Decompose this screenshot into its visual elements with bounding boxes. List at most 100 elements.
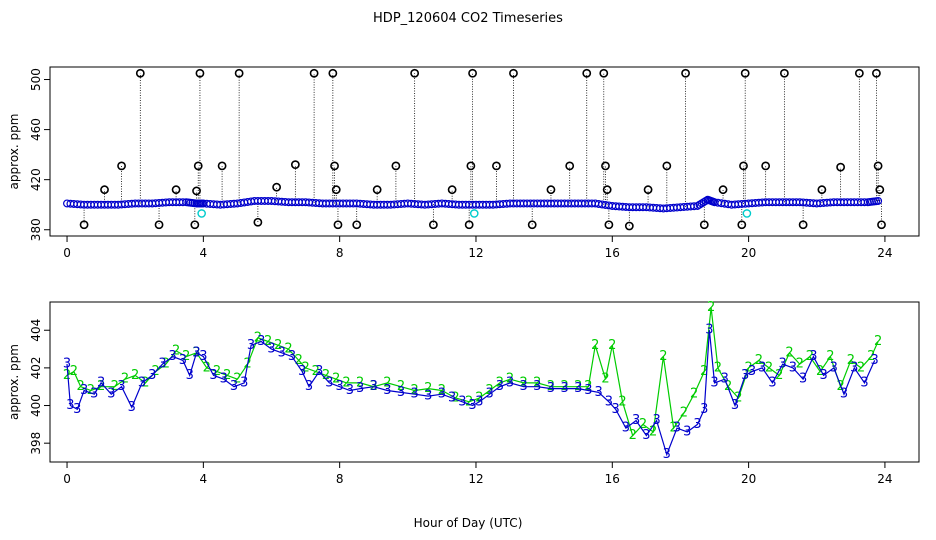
- series-point-2: 2: [301, 360, 309, 375]
- series-point-2: 2: [182, 349, 190, 364]
- spike-point: [718, 185, 728, 195]
- spike-point: [468, 68, 477, 78]
- series-point-3: 3: [257, 334, 265, 349]
- series-point-2: 2: [765, 360, 773, 375]
- x-tick-label: 20: [741, 472, 756, 486]
- series-point-3: 3: [336, 379, 344, 394]
- series-point-3: 3: [779, 357, 787, 372]
- series-point-3: 3: [584, 383, 592, 398]
- spike-point: [492, 161, 501, 171]
- x-tick-label: 16: [605, 246, 620, 260]
- series-point-3: 3: [840, 387, 848, 402]
- series-point-2: 2: [506, 372, 514, 387]
- series-point-2: 2: [223, 368, 231, 383]
- series-point-2: 2: [397, 379, 405, 394]
- spike-point: [330, 161, 339, 171]
- series-point-2: 2: [141, 375, 149, 390]
- spike-point: [662, 161, 672, 171]
- y-tick-label: 460: [29, 118, 43, 141]
- y-axis-label-0: approx. ppm: [7, 114, 21, 190]
- spike-point: [447, 185, 457, 195]
- series-point-3: 3: [605, 394, 613, 409]
- y-tick-label: 500: [29, 68, 43, 91]
- series-point-3: 3: [612, 402, 620, 417]
- x-tick-label: 8: [336, 472, 344, 486]
- series-point-3: 3: [346, 383, 354, 398]
- spike-point: [643, 185, 653, 195]
- series-point-3: 3: [741, 368, 749, 383]
- spike-point: [466, 161, 476, 171]
- spike-point: [546, 185, 556, 195]
- series-point-3: 3: [325, 375, 333, 390]
- cyan-point: [469, 209, 479, 218]
- spike-point: [195, 68, 205, 78]
- series-point-3: 3: [731, 398, 739, 413]
- baseline-point: [697, 199, 706, 208]
- series-point-2: 2: [284, 342, 292, 357]
- spike-point: [798, 220, 808, 230]
- y-tick-label: 402: [29, 356, 43, 379]
- spike-point: [328, 68, 338, 78]
- baseline-point: [690, 202, 699, 211]
- series-point-2: 2: [496, 375, 504, 390]
- series-point-3: 3: [186, 368, 194, 383]
- series-point-2: 2: [649, 424, 657, 439]
- spike-point: [624, 221, 634, 231]
- series-point-2: 2: [584, 379, 592, 394]
- series-point-2: 2: [520, 375, 528, 390]
- top-panel: 0 4 8 12 16 20 24 380 420 460 500 approx. ppm: [7, 66, 920, 260]
- series-point-2: 2: [475, 391, 483, 406]
- spike-point: [464, 220, 474, 230]
- series-point-3: 3: [468, 398, 476, 413]
- series-point-3: 3: [80, 383, 88, 398]
- series-point-3: 3: [871, 353, 879, 368]
- series-point-2: 2: [867, 349, 875, 364]
- series-point-3: 3: [622, 421, 630, 436]
- spike-point: [601, 161, 610, 171]
- series-point-2: 2: [274, 338, 282, 353]
- chart-title: HDP_120604 CO2 Timeseries: [373, 11, 563, 26]
- spike-point: [582, 68, 592, 78]
- series-point-3: 3: [298, 364, 306, 379]
- baseline-point: [693, 201, 702, 210]
- series-point-3: 3: [595, 385, 603, 400]
- series-point-2: 2: [465, 394, 473, 409]
- series-point-2: 2: [233, 372, 241, 387]
- series-point-3: 3: [240, 375, 248, 390]
- spike-point: [290, 160, 300, 170]
- series-point-3: 3: [560, 381, 568, 396]
- series-point-3: 3: [315, 364, 323, 379]
- spike-point: [193, 161, 203, 171]
- series-point-2: 2: [669, 421, 677, 436]
- series-point-2: 2: [857, 360, 865, 375]
- spike-point: [391, 161, 401, 171]
- series-point-3: 3: [128, 400, 136, 415]
- series-point-2: 2: [172, 343, 180, 358]
- series-point-2: 2: [533, 375, 541, 390]
- series-point-2: 2: [629, 428, 637, 443]
- series-point-3: 3: [73, 402, 81, 417]
- series-point-2: 2: [744, 360, 752, 375]
- baseline-point: [874, 196, 883, 205]
- x-tick-label: 12: [468, 246, 483, 260]
- series-point-3: 3: [748, 364, 756, 379]
- series-point-3: 3: [410, 387, 418, 402]
- spike-point: [192, 186, 201, 196]
- series-line-3: [66, 330, 876, 457]
- series-point-2: 2: [295, 353, 303, 368]
- series-point-3: 3: [90, 387, 98, 402]
- series-point-3: 3: [683, 424, 691, 439]
- series-point-3: 3: [663, 447, 671, 462]
- y-axis-label-1: approx. ppm: [7, 344, 21, 420]
- spike-point: [171, 185, 181, 195]
- baseline-point: [178, 198, 187, 207]
- series-point-3: 3: [533, 379, 541, 394]
- series-point-2: 2: [322, 368, 330, 383]
- series-point-3: 3: [370, 379, 378, 394]
- series-point-2: 2: [264, 334, 272, 349]
- series-point-2: 2: [451, 391, 459, 406]
- series-point-3: 3: [710, 375, 718, 390]
- series-point-3: 3: [830, 360, 838, 375]
- series-point-2: 2: [254, 330, 262, 345]
- series-point-3: 3: [192, 345, 200, 360]
